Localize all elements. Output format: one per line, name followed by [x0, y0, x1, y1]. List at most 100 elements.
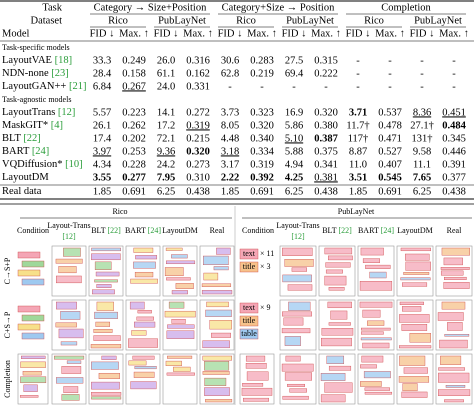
model-ref: [4]	[51, 120, 63, 131]
cell: 0.277	[122, 172, 146, 183]
layout-element	[364, 387, 390, 391]
layout-element	[168, 301, 185, 309]
layout-element	[22, 371, 42, 376]
cell: 14.1	[157, 107, 175, 118]
layout-element	[167, 355, 193, 359]
cell: 3.97	[93, 146, 111, 157]
layout-element	[171, 290, 188, 295]
cell: 6.84	[93, 81, 112, 92]
layout-element	[165, 360, 182, 367]
cell: 0.223	[122, 107, 146, 118]
condition-tag	[17, 269, 41, 277]
cell: 0.691	[378, 186, 402, 197]
layout-element	[282, 311, 313, 317]
layout-element	[409, 333, 431, 343]
layout-element	[445, 385, 466, 388]
layout-element	[284, 336, 301, 346]
cell: 0.527	[378, 146, 402, 157]
layout-element	[287, 284, 313, 291]
layout-element	[399, 355, 426, 366]
cell: 17.2	[157, 120, 175, 131]
layout-element	[94, 311, 118, 319]
layout-element	[204, 377, 227, 386]
metric-name: FID ↓	[282, 28, 307, 39]
header-task: Task	[42, 2, 62, 13]
layout-element	[359, 280, 393, 291]
metric-name: Max. ↑	[119, 28, 149, 39]
cell: 0.320	[314, 107, 338, 118]
model-name: BART [24]	[2, 146, 49, 157]
model-name: LayoutTrans [12]	[2, 107, 75, 118]
column-label: Real	[447, 226, 462, 235]
layout-element	[96, 301, 114, 311]
cell: 3.71	[349, 107, 367, 118]
condition-label: text	[243, 303, 256, 312]
condition-tag	[17, 323, 41, 331]
layout-element	[444, 399, 464, 403]
layout-element	[55, 258, 83, 264]
layout-element	[60, 311, 81, 320]
metric-name: Max. ↑	[247, 28, 277, 39]
dataset-name: PubLayNet	[158, 15, 206, 26]
layout-element	[324, 275, 347, 286]
column-label: Condition	[242, 226, 274, 235]
task-name: Completion	[381, 2, 431, 13]
cell: 0.451	[442, 107, 466, 118]
layout-element	[56, 275, 82, 284]
condition-label: title	[243, 316, 256, 325]
model-ref: [23]	[51, 68, 69, 79]
layout-element	[19, 395, 39, 398]
layout-element	[171, 319, 186, 324]
cell: 0.438	[186, 186, 210, 197]
layout-element	[403, 272, 430, 275]
layout-element	[135, 255, 158, 260]
layout-element	[58, 328, 84, 339]
cell: -	[420, 55, 424, 66]
cell: 0.323	[250, 107, 274, 118]
layout-element	[401, 324, 428, 331]
cell: 1.85	[349, 186, 367, 197]
dataset-title: Rico	[112, 207, 127, 216]
condition-tag	[17, 305, 41, 313]
layout-element	[202, 355, 233, 361]
condition-tag	[239, 248, 259, 260]
layout-element	[60, 341, 78, 346]
cell: 3.73	[221, 107, 239, 118]
layout-element	[91, 392, 122, 396]
cell: 11.1	[413, 159, 431, 170]
cell: 4.94	[285, 159, 304, 170]
layout-element	[403, 367, 428, 374]
column-label: BLT [22]	[322, 226, 352, 235]
model-ref: [18]	[55, 55, 73, 66]
cell: 0.340	[250, 133, 274, 144]
cell: 26.0	[157, 55, 175, 66]
layout-element	[66, 360, 82, 364]
layout-element	[440, 270, 464, 276]
layout-element	[360, 247, 384, 256]
condition-tag	[239, 302, 259, 314]
model-name: VQDiffusion* [10]	[2, 159, 83, 170]
cell: 3.17	[221, 159, 239, 170]
cell: 0.262	[122, 120, 146, 131]
column-ref: [24]	[381, 226, 395, 235]
metric-name: FID ↓	[154, 28, 179, 39]
layout-element	[284, 372, 312, 381]
layout-element	[242, 383, 264, 387]
metric-name: FID ↓	[90, 28, 115, 39]
cell: 0.341	[314, 159, 338, 170]
metric-name: Max. ↑	[375, 28, 405, 39]
cell: 0.320	[250, 120, 274, 131]
cell: 27.5	[285, 55, 303, 66]
layout-element	[61, 366, 82, 374]
cell: 11.7†	[346, 120, 369, 131]
cell: 0.310	[186, 172, 210, 183]
layout-element	[282, 274, 312, 283]
cell: -	[260, 81, 264, 92]
model-label: LayoutTrans	[2, 107, 55, 118]
layout-element	[324, 382, 353, 393]
layout-element	[362, 342, 390, 349]
layout-element	[128, 338, 158, 348]
layout-element	[288, 301, 311, 311]
layout-element	[20, 361, 46, 368]
model-ref: [24]	[32, 146, 50, 157]
